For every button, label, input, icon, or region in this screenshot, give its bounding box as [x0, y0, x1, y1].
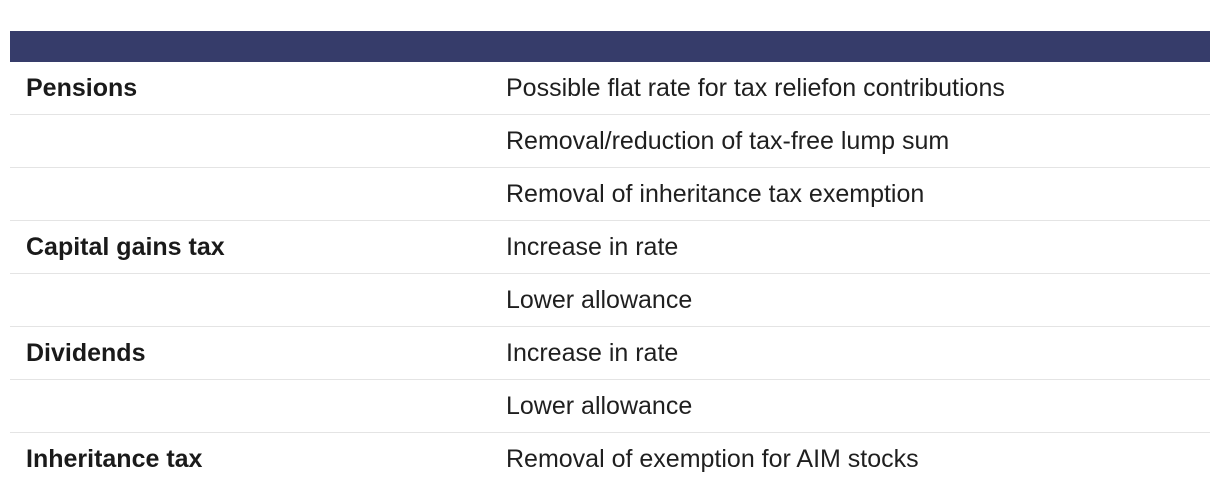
row-change: Increase in rate [506, 232, 679, 261]
table-row: Lower allowance [10, 380, 1210, 433]
row-category: Pensions [26, 73, 138, 102]
table-row: Inheritance tax Removal of exemption for… [10, 433, 1210, 486]
row-category: Capital gains tax [26, 232, 225, 261]
tax-changes-table: Pensions Possible flat rate for tax reli… [10, 31, 1210, 486]
row-category: Dividends [26, 338, 146, 367]
row-change: Increase in rate [506, 338, 679, 367]
row-change: Removal of inheritance tax exemption [506, 179, 925, 208]
row-change: Removal of exemption for AIM stocks [506, 445, 919, 473]
table-row: Removal/reduction of tax-free lump sum [10, 115, 1210, 168]
table-row: Pensions Possible flat rate for tax reli… [10, 62, 1210, 115]
table-row: Dividends Increase in rate [10, 327, 1210, 380]
table-header-band [10, 31, 1210, 62]
row-change: Possible flat rate for tax reliefon cont… [506, 73, 1005, 102]
row-category: Inheritance tax [26, 445, 203, 473]
row-change: Lower allowance [506, 391, 693, 420]
table-row: Removal of inheritance tax exemption [10, 168, 1210, 221]
table-row: Lower allowance [10, 274, 1210, 327]
table-row: Capital gains tax Increase in rate [10, 221, 1210, 274]
row-change: Removal/reduction of tax-free lump sum [506, 126, 950, 155]
row-change: Lower allowance [506, 285, 693, 314]
